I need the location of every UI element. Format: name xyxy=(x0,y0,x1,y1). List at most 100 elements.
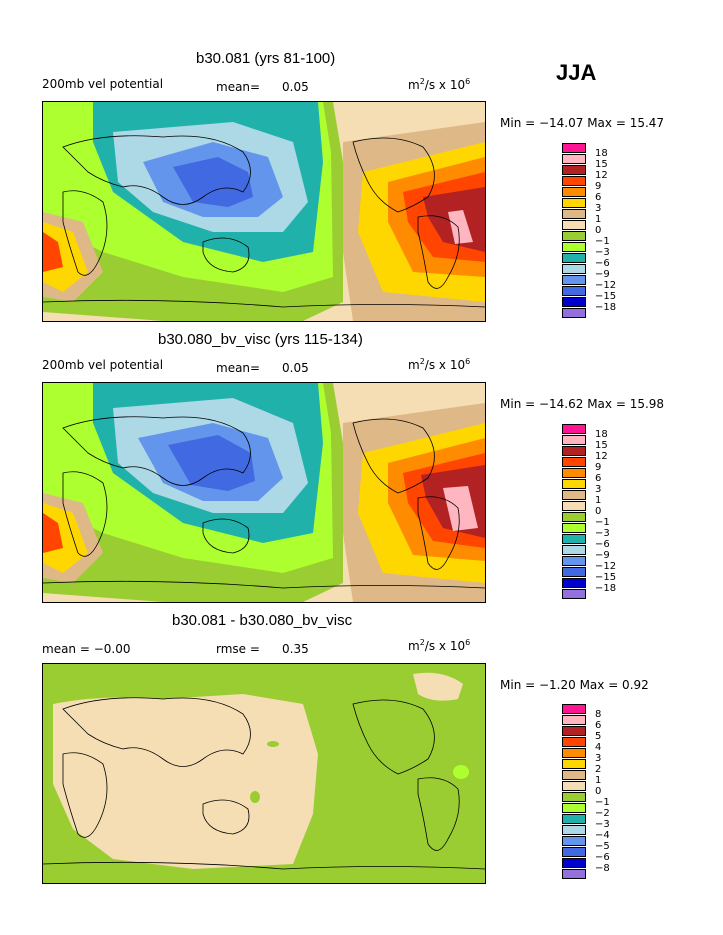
panel3-mean-label: mean = −0.00 xyxy=(42,642,131,656)
panel2-colorbar-swatch xyxy=(562,578,586,588)
panel3-colorbar-swatch xyxy=(562,770,586,780)
panel1-colorbar-swatch xyxy=(562,308,586,318)
panel3-title: b30.081 - b30.080_bv_visc xyxy=(172,612,353,629)
panel2-colorbar-swatch xyxy=(562,490,586,500)
panel1-colorbar-tick-label: 12 xyxy=(595,170,608,181)
panel2-colorbar-tick-label: 3 xyxy=(595,484,602,495)
panel3-colorbar-tick-label: 4 xyxy=(595,742,602,753)
panel2-colorbar-swatch xyxy=(562,534,586,544)
panel2-colorbar-tick-label: 0 xyxy=(595,506,602,517)
panel1-colorbar-tick-label: 18 xyxy=(595,148,608,159)
panel2-colorbar-swatch xyxy=(562,523,586,533)
panel1-colorbar-tick-label: 0 xyxy=(595,225,602,236)
panel1-mean-value: 0.05 xyxy=(282,80,309,94)
panel3-colorbar-tick-label: −1 xyxy=(595,797,610,808)
panel1-map xyxy=(42,101,486,322)
panel2-colorbar-tick-label: −12 xyxy=(595,561,617,572)
panel3-colorbar-tick-label: 0 xyxy=(595,786,602,797)
panel3-colorbar-swatch xyxy=(562,825,586,835)
panel2-colorbar-swatch xyxy=(562,545,586,555)
panel3-colorbar-tick-label: 3 xyxy=(595,753,602,764)
panel3-colorbar-swatch xyxy=(562,836,586,846)
panel3-colorbar-tick-label: 2 xyxy=(595,764,602,775)
panel1-colorbar-tick-label: −15 xyxy=(595,291,617,302)
panel3-colorbar-swatch xyxy=(562,858,586,868)
panel1-colorbar-swatch xyxy=(562,253,586,263)
panel1-colorbar-swatch xyxy=(562,242,586,252)
panel2-colorbar-swatch xyxy=(562,457,586,467)
panel3-colorbar-swatch xyxy=(562,814,586,824)
panel2-minmax: Min = −14.62 Max = 15.98 xyxy=(500,397,665,411)
panel2-colorbar-swatch xyxy=(562,589,586,599)
panel3-colorbar-tick-label: 8 xyxy=(595,709,602,720)
panel3-minmax: Min = −1.20 Max = 0.92 xyxy=(500,678,649,692)
panel2-colorbar-tick-label: 18 xyxy=(595,429,608,440)
panel1-colorbar-tick-label: 6 xyxy=(595,192,602,203)
panel3-colorbar-tick-label: 5 xyxy=(595,731,602,742)
panel1-colorbar-swatch xyxy=(562,220,586,230)
panel3-units: m2/s x 106 xyxy=(408,638,471,653)
panel3-rmse-label: rmse = xyxy=(216,642,260,656)
panel2-colorbar: 18 15 12 9 6 3 1 0 −1 −3 −6 −9 −12 −15 −18 xyxy=(562,424,632,600)
panel3-colorbar-swatch xyxy=(562,869,586,879)
panel2-colorbar-swatch xyxy=(562,446,586,456)
panel3-colorbar-swatch xyxy=(562,715,586,725)
panel3-colorbar-tick-label: 1 xyxy=(595,775,602,786)
panel2-colorbar-swatch xyxy=(562,556,586,566)
panel1-colorbar-tick-label: −18 xyxy=(595,302,617,313)
panel3-rmse-value: 0.35 xyxy=(282,642,309,656)
panel1-colorbar-swatch xyxy=(562,165,586,175)
panel1-colorbar-tick-label: −6 xyxy=(595,258,610,269)
panel2-colorbar-tick-label: 15 xyxy=(595,440,608,451)
panel2-mean-value: 0.05 xyxy=(282,361,309,375)
panel3-colorbar-swatch xyxy=(562,847,586,857)
panel3-colorbar: 8 6 5 4 3 2 1 0 −1 −2 −3 −4 −5 −6 −8 xyxy=(562,704,632,880)
panel1-units: m2/s x 106 xyxy=(408,77,471,92)
panel2-colorbar-tick-label: 1 xyxy=(595,495,602,506)
panel1-colorbar-tick-label: 15 xyxy=(595,159,608,170)
panel2-colorbar-tick-label: −18 xyxy=(595,583,617,594)
panel1-colorbar: 18 15 12 9 6 3 1 0 −1 −3 −6 −9 −12 −15 −18 xyxy=(562,143,632,319)
panel3-colorbar-tick-label: −4 xyxy=(595,830,610,841)
panel2-colorbar-tick-label: 9 xyxy=(595,462,602,473)
panel3-colorbar-swatch xyxy=(562,726,586,736)
panel3-colorbar-swatch xyxy=(562,781,586,791)
panel1-colorbar-swatch xyxy=(562,143,586,153)
panel3-colorbar-tick-label: −5 xyxy=(595,841,610,852)
panel2-contour-field xyxy=(43,383,485,602)
panel2-units: m2/s x 106 xyxy=(408,357,471,372)
panel1-colorbar-swatch xyxy=(562,264,586,274)
panel1-minmax: Min = −14.07 Max = 15.47 xyxy=(500,116,665,130)
panel3-colorbar-swatch xyxy=(562,803,586,813)
panel2-colorbar-swatch xyxy=(562,501,586,511)
panel1-colorbar-swatch xyxy=(562,187,586,197)
panel1-mean-label: mean= xyxy=(216,80,261,94)
panel3-colorbar-tick-label: 6 xyxy=(595,720,602,731)
panel1-colorbar-tick-label: 3 xyxy=(595,203,602,214)
panel1-colorbar-swatch xyxy=(562,275,586,285)
panel3-colorbar-tick-label: −8 xyxy=(595,863,610,874)
panel2-colorbar-swatch xyxy=(562,468,586,478)
panel3-colorbar-swatch xyxy=(562,737,586,747)
panel2-colorbar-tick-label: −9 xyxy=(595,550,610,561)
panel1-colorbar-swatch xyxy=(562,176,586,186)
panel2-colorbar-tick-label: −6 xyxy=(595,539,610,550)
panel3-map xyxy=(42,663,486,884)
panel1-variable-label: 200mb vel potential xyxy=(42,77,164,91)
panel1-colorbar-swatch xyxy=(562,231,586,241)
panel1-colorbar-tick-label: −3 xyxy=(595,247,610,258)
panel1-colorbar-tick-label: 1 xyxy=(595,214,602,225)
panel2-colorbar-swatch xyxy=(562,479,586,489)
panel2-title: b30.080_bv_visc (yrs 115-134) xyxy=(158,331,363,348)
panel3-colorbar-tick-label: −3 xyxy=(595,819,610,830)
panel3-colorbar-tick-label: −2 xyxy=(595,808,610,819)
panel2-colorbar-tick-label: −3 xyxy=(595,528,610,539)
panel1-contour-field xyxy=(43,102,485,321)
panel1-title: b30.081 (yrs 81-100) xyxy=(196,50,336,67)
season-label: JJA xyxy=(556,60,597,85)
panel2-colorbar-swatch xyxy=(562,424,586,434)
panel2-variable-label: 200mb vel potential xyxy=(42,358,164,372)
panel2-colorbar-tick-label: −1 xyxy=(595,517,610,528)
panel2-colorbar-tick-label: 6 xyxy=(595,473,602,484)
panel3-colorbar-swatch xyxy=(562,748,586,758)
